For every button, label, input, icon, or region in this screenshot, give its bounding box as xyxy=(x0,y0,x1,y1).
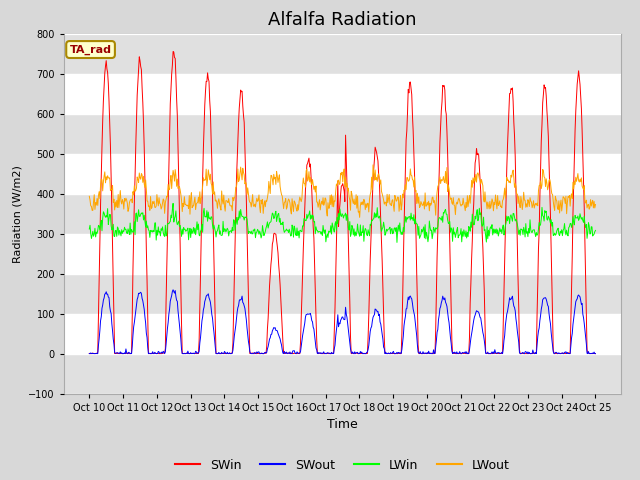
Bar xyxy=(64,354,621,394)
Bar xyxy=(64,34,621,73)
Legend: SWin, SWout, LWin, LWout: SWin, SWout, LWin, LWout xyxy=(170,454,515,477)
Bar xyxy=(64,274,621,313)
X-axis label: Time: Time xyxy=(327,418,358,431)
Text: TA_rad: TA_rad xyxy=(70,44,111,55)
Bar xyxy=(64,114,621,154)
Title: Alfalfa Radiation: Alfalfa Radiation xyxy=(268,11,417,29)
Bar xyxy=(64,193,621,234)
Y-axis label: Radiation (W/m2): Radiation (W/m2) xyxy=(13,165,23,263)
